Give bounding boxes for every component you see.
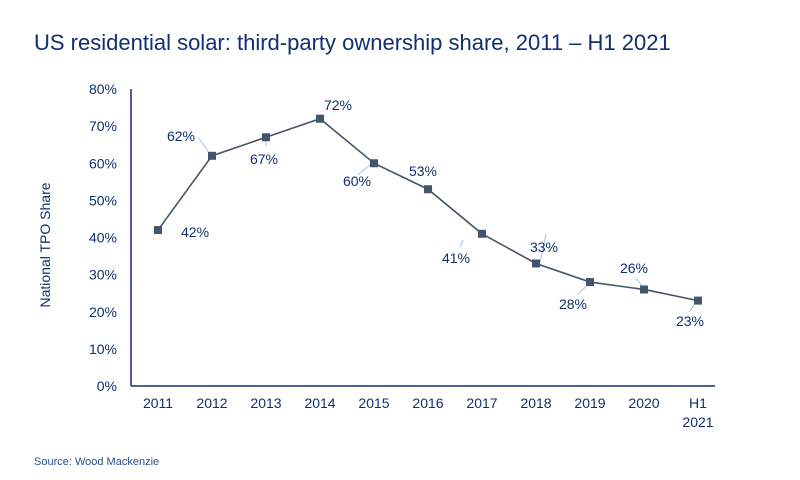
data-point-marker	[262, 133, 270, 142]
y-tick-label: 0%	[97, 378, 117, 394]
data-point-marker	[532, 259, 540, 268]
x-tick-label: 2011	[143, 395, 173, 411]
data-point-marker	[154, 226, 162, 235]
data-point-marker	[208, 151, 216, 160]
y-tick-label: 10%	[89, 341, 117, 357]
data-label: 67%	[250, 151, 278, 167]
data-label: 60%	[343, 173, 371, 189]
data-point-marker	[478, 229, 486, 238]
data-label: 41%	[442, 250, 470, 266]
data-label: 33%	[530, 239, 558, 255]
data-point-marker	[586, 278, 594, 287]
x-tick-label: 2019	[574, 395, 605, 411]
x-tick-label: 2016	[412, 395, 443, 411]
y-tick-label: 80%	[89, 81, 117, 97]
y-axis-title: National TPO Share	[37, 182, 53, 307]
data-label: 62%	[167, 128, 195, 144]
data-label: 26%	[620, 260, 648, 276]
y-tick-label: 60%	[89, 155, 117, 171]
x-tick-label: 2015	[358, 395, 389, 411]
leader-line	[539, 233, 547, 264]
x-tick-label: 2013	[250, 395, 281, 411]
x-tick-label: 2014	[304, 395, 335, 411]
x-tick-label: 2017	[466, 395, 497, 411]
y-tick-label: 40%	[89, 230, 117, 246]
y-tick-label: 70%	[89, 118, 117, 134]
data-point-marker	[370, 159, 378, 168]
x-tick-label: 2020	[628, 395, 659, 411]
data-label: 23%	[676, 313, 704, 329]
y-tick-label: 20%	[89, 304, 117, 320]
source-note: Source: Wood Mackenzie	[34, 456, 160, 468]
data-label: 53%	[409, 163, 437, 179]
data-point-marker	[640, 285, 648, 294]
data-point-marker	[316, 114, 324, 123]
x-tick-label: 2018	[520, 395, 551, 411]
y-tick-label: 50%	[89, 192, 117, 208]
chart-title: US residential solar: third-party owners…	[34, 30, 671, 55]
series-line	[157, 117, 699, 302]
x-tick-label: H1 2021	[682, 395, 713, 430]
leader-line	[357, 162, 373, 176]
data-label: 72%	[324, 97, 352, 113]
data-label: 42%	[181, 224, 209, 240]
data-point-marker	[694, 296, 702, 305]
data-label: 28%	[559, 296, 587, 312]
leader-line	[459, 239, 464, 248]
data-point-marker	[424, 185, 432, 194]
y-tick-label: 30%	[89, 267, 117, 283]
x-tick-label: 2012	[196, 395, 227, 411]
